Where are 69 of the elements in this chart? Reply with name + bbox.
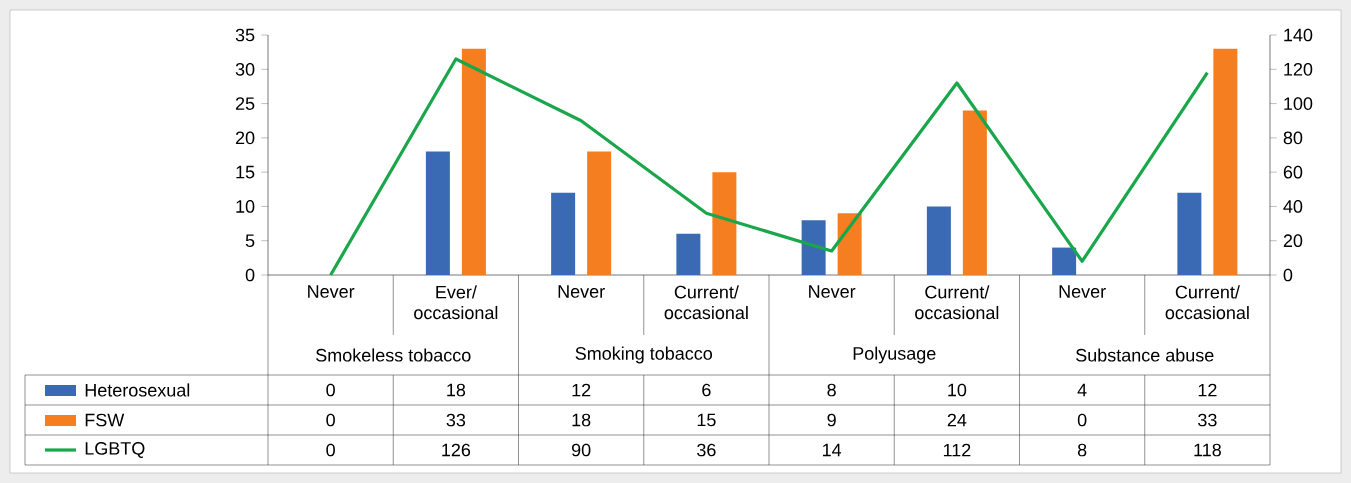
y-tick-label: 30	[235, 62, 255, 76]
data-label: 126	[442, 443, 471, 457]
y2-tick-label: 40	[1283, 200, 1303, 213]
data-label: 15	[697, 413, 716, 427]
data-label: 12	[1198, 383, 1217, 397]
y2-tick-label: 140	[1284, 28, 1313, 42]
bar	[1213, 48, 1238, 275]
x-tick-label: Never	[809, 285, 856, 298]
data-label: 90	[571, 443, 591, 457]
x-tick-label: Never	[558, 285, 605, 298]
y-tick-label: 10	[236, 200, 255, 213]
data-label: 18	[572, 413, 591, 427]
data-label: 8	[1077, 443, 1087, 457]
data-label: 118	[1194, 443, 1221, 457]
data-label: 33	[446, 413, 466, 427]
data-label: 8	[827, 383, 836, 397]
x-tick-label: Current/ occasional	[664, 285, 748, 320]
line-series	[329, 57, 1209, 277]
data-label: 0	[326, 443, 335, 457]
y-tick-label: 5	[245, 234, 255, 247]
x-tick-label: Ever/ occasional	[414, 285, 498, 320]
y2-tick-label: 100	[1284, 97, 1313, 110]
y2-tick-label: 80	[1283, 131, 1303, 145]
text: Polyusage	[853, 346, 936, 364]
data-label: 4	[1077, 383, 1087, 397]
data-label: 33	[1198, 413, 1217, 427]
y2-tick-label: 0	[1283, 268, 1293, 282]
legend-label: Heterosexual	[85, 383, 190, 397]
bar	[801, 220, 826, 275]
bar	[926, 206, 951, 275]
legend-label: FSW	[85, 413, 125, 427]
y-tick-label: 15	[236, 165, 255, 179]
data-label: 10	[948, 383, 967, 397]
bar	[837, 213, 862, 275]
y-tick-label: 35	[235, 28, 255, 42]
bar	[587, 151, 612, 275]
data-label: 12	[572, 383, 591, 397]
bar	[676, 233, 701, 275]
bar	[1052, 247, 1077, 275]
data-label: 36	[697, 443, 716, 457]
x-tick-label: Current/ occasional	[1165, 285, 1249, 320]
data-label: 0	[1077, 413, 1087, 427]
bar	[712, 172, 737, 275]
data-label: 6	[702, 383, 711, 397]
x-tick-label: Current/ occasional	[915, 285, 999, 320]
y2-tick-label: 120	[1284, 62, 1313, 76]
data-label: 18	[447, 383, 466, 397]
text: Smoking tobacco	[575, 346, 713, 364]
data-label: 0	[326, 413, 335, 427]
data-label: 14	[823, 443, 842, 457]
y2-tick-label: 60	[1283, 165, 1303, 179]
x-tick-label: Never	[308, 285, 355, 298]
data-label: 9	[827, 413, 836, 427]
text: Substance abuse	[1076, 348, 1214, 362]
y-tick-label: 20	[235, 131, 255, 145]
bar	[425, 151, 450, 275]
y-tick-label: 0	[245, 268, 255, 282]
bar	[461, 48, 486, 275]
data-label: 112	[943, 443, 971, 457]
legend-label: LGBTQ	[85, 442, 145, 458]
bar	[551, 192, 576, 275]
bar	[1177, 192, 1202, 275]
y-tick-label: 25	[235, 97, 255, 110]
x-tick-label: Never	[1059, 285, 1106, 298]
data-label: 0	[326, 383, 335, 397]
bar	[962, 110, 987, 275]
data-label: 24	[947, 413, 967, 427]
y2-tick-label: 20	[1283, 234, 1303, 248]
text: Smokeless tobacco	[316, 348, 471, 362]
